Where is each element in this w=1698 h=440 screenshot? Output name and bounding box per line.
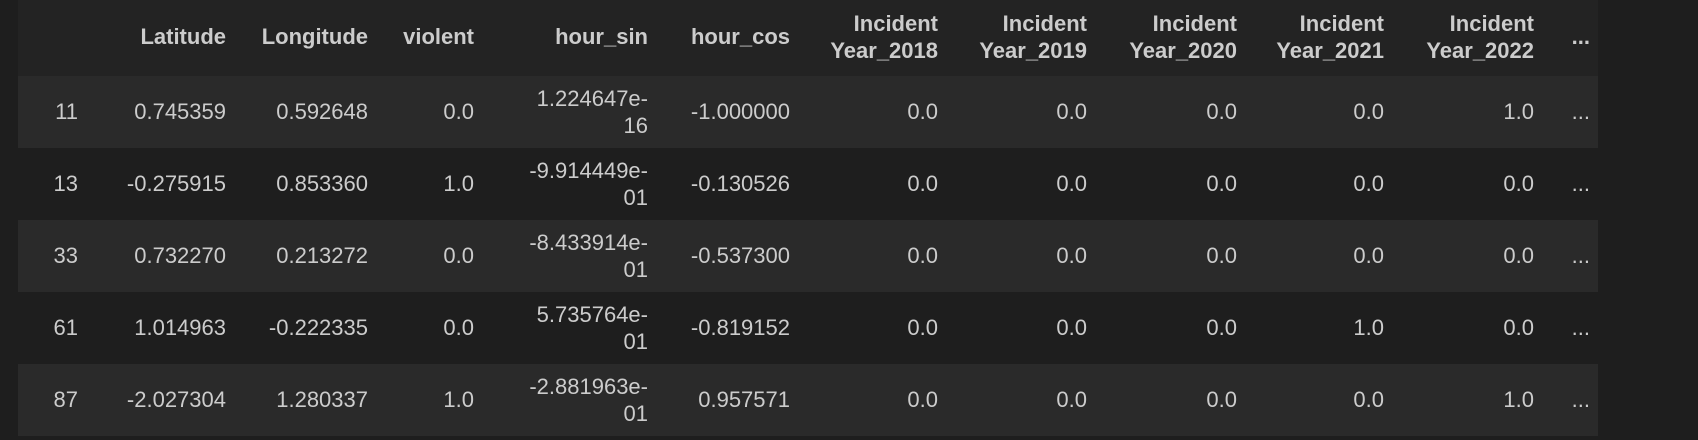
cell-latitude: 0.745359	[134, 99, 226, 124]
row-index: 33	[53, 243, 78, 268]
cell-latitude: -2.027304	[126, 387, 226, 412]
table-row: 33 0.732270 0.213272 0.0 -8.433914e- 01 -…	[18, 220, 1598, 292]
table-header: Latitude Longitude violent hour_sin hour…	[18, 0, 1598, 76]
cell-hour-cos: -0.537300	[690, 243, 790, 268]
row-index: 11	[55, 99, 78, 124]
col-header-hour-sin: hour_sin	[555, 24, 648, 49]
cell-truncated-ellipsis: ...	[1571, 315, 1590, 340]
col-header-incident-year-2018: Incident Year_2018	[830, 11, 938, 63]
col-header-violent: violent	[403, 24, 474, 49]
cell-incident-year-2019: 0.0	[1056, 171, 1087, 196]
cell-incident-year-2022: 0.0	[1503, 171, 1534, 196]
index-header	[18, 0, 86, 76]
cell-hour-cos: -0.819152	[690, 315, 790, 340]
col-header-incident-year-2020: Incident Year_2020	[1129, 11, 1237, 63]
cell-longitude: 0.592648	[276, 99, 368, 124]
cell-incident-year-2019: 0.0	[1056, 387, 1087, 412]
dataframe-table: Latitude Longitude violent hour_sin hour…	[18, 0, 1598, 436]
table-row: 13 -0.275915 0.853360 1.0 -9.914449e- 01 …	[18, 148, 1598, 220]
cell-longitude: 0.853360	[276, 171, 368, 196]
cell-hour-cos: -0.130526	[690, 171, 790, 196]
cell-incident-year-2021: 0.0	[1353, 387, 1384, 412]
col-header-incident-year-2019: Incident Year_2019	[979, 11, 1087, 63]
cell-hour-sin: -8.433914e- 01	[529, 230, 648, 282]
cell-incident-year-2021: 1.0	[1353, 315, 1384, 340]
cell-incident-year-2022: 0.0	[1503, 243, 1534, 268]
col-header-truncated-ellipsis: ...	[1571, 24, 1590, 49]
cell-incident-year-2022: 0.0	[1503, 315, 1534, 340]
cell-incident-year-2020: 0.0	[1206, 171, 1237, 196]
cell-truncated-ellipsis: ...	[1571, 243, 1590, 268]
cell-longitude: -0.222335	[268, 315, 368, 340]
col-header-incident-year-2022: Incident Year_2022	[1426, 11, 1534, 63]
cell-violent: 1.0	[443, 171, 474, 196]
cell-incident-year-2020: 0.0	[1206, 243, 1237, 268]
cell-hour-sin: -2.881963e- 01	[529, 374, 648, 426]
table-body: 11 0.745359 0.592648 0.0 1.224647e- 16 -1…	[18, 76, 1598, 436]
cell-incident-year-2021: 0.0	[1353, 99, 1384, 124]
row-index: 13	[53, 171, 78, 196]
cell-violent: 0.0	[443, 99, 474, 124]
cell-incident-year-2019: 0.0	[1056, 99, 1087, 124]
cell-latitude: 1.014963	[134, 315, 226, 340]
cell-truncated-ellipsis: ...	[1571, 99, 1590, 124]
col-header-hour-cos: hour_cos	[690, 24, 790, 49]
col-header-longitude: Longitude	[261, 24, 368, 49]
cell-hour-sin: 5.735764e- 01	[536, 302, 648, 354]
col-header-incident-year-2021: Incident Year_2021	[1276, 11, 1384, 63]
cell-latitude: 0.732270	[134, 243, 226, 268]
table-row: 87 -2.027304 1.280337 1.0 -2.881963e- 01 …	[18, 364, 1598, 436]
cell-longitude: 0.213272	[276, 243, 368, 268]
cell-truncated-ellipsis: ...	[1571, 387, 1590, 412]
cell-violent: 0.0	[443, 243, 474, 268]
cell-hour-sin: 1.224647e- 16	[536, 86, 648, 138]
cell-truncated-ellipsis: ...	[1571, 171, 1590, 196]
table-row: 11 0.745359 0.592648 0.0 1.224647e- 16 -1…	[18, 76, 1598, 148]
row-index: 87	[53, 387, 78, 412]
cell-incident-year-2018: 0.0	[907, 243, 938, 268]
cell-incident-year-2018: 0.0	[907, 171, 938, 196]
cell-incident-year-2018: 0.0	[907, 315, 938, 340]
cell-incident-year-2018: 0.0	[907, 99, 938, 124]
cell-incident-year-2022: 1.0	[1503, 99, 1534, 124]
cell-incident-year-2020: 0.0	[1206, 99, 1237, 124]
cell-latitude: -0.275915	[126, 171, 226, 196]
row-index: 61	[53, 315, 78, 340]
dataframe-output: Latitude Longitude violent hour_sin hour…	[18, 0, 1698, 440]
cell-hour-cos: -1.000000	[690, 99, 790, 124]
cell-violent: 0.0	[443, 315, 474, 340]
cell-incident-year-2021: 0.0	[1353, 171, 1384, 196]
col-header-latitude: Latitude	[140, 24, 226, 49]
cell-incident-year-2019: 0.0	[1056, 243, 1087, 268]
cell-incident-year-2022: 1.0	[1503, 387, 1534, 412]
cell-incident-year-2021: 0.0	[1353, 243, 1384, 268]
cell-hour-sin: -9.914449e- 01	[529, 158, 648, 210]
cell-incident-year-2018: 0.0	[907, 387, 938, 412]
cell-incident-year-2020: 0.0	[1206, 387, 1237, 412]
table-row: 61 1.014963 -0.222335 0.0 5.735764e- 01 -…	[18, 292, 1598, 364]
cell-incident-year-2020: 0.0	[1206, 315, 1237, 340]
cell-violent: 1.0	[443, 387, 474, 412]
cell-hour-cos: 0.957571	[698, 387, 790, 412]
header-row: Latitude Longitude violent hour_sin hour…	[18, 0, 1598, 76]
cell-longitude: 1.280337	[276, 387, 368, 412]
cell-incident-year-2019: 0.0	[1056, 315, 1087, 340]
